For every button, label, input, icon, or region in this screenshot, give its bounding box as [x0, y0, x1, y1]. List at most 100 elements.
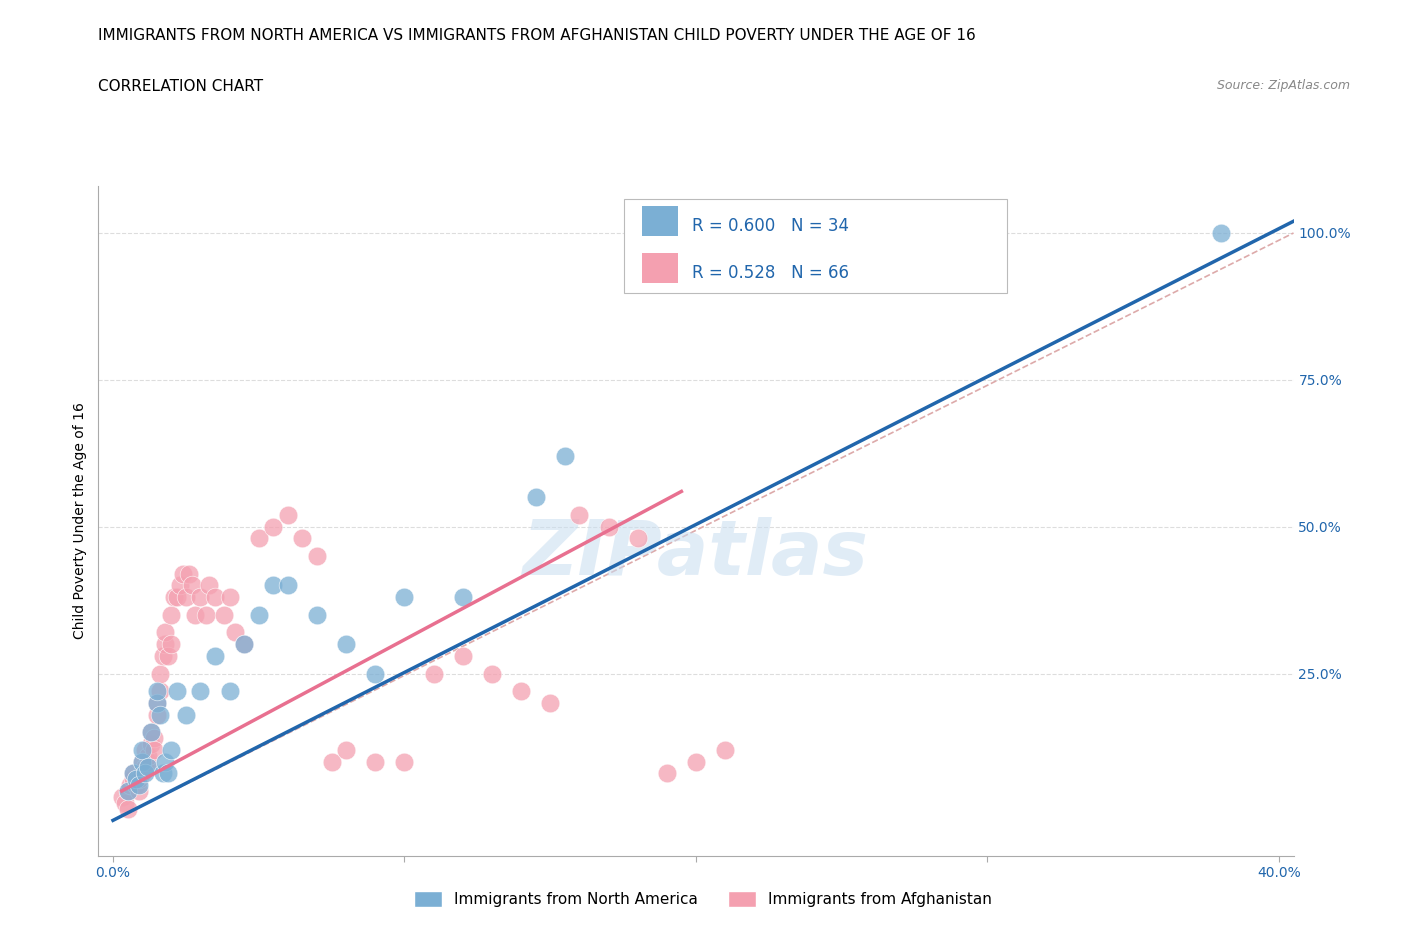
Point	[160, 742, 183, 757]
Point	[510, 684, 533, 698]
Point	[568, 508, 591, 523]
Point	[364, 666, 387, 681]
Point	[111, 790, 134, 804]
Point	[128, 772, 150, 787]
Point	[136, 760, 159, 775]
Point	[155, 625, 177, 640]
Text: R = 0.528   N = 66: R = 0.528 N = 66	[692, 264, 849, 282]
Point	[685, 754, 707, 769]
Point	[335, 742, 357, 757]
Point	[157, 766, 180, 781]
Y-axis label: Child Poverty Under the Age of 16: Child Poverty Under the Age of 16	[73, 403, 87, 639]
Point	[538, 696, 561, 711]
FancyBboxPatch shape	[624, 199, 1007, 293]
Point	[134, 760, 156, 775]
Point	[714, 742, 737, 757]
Point	[145, 696, 167, 711]
Point	[114, 795, 136, 810]
Point	[204, 590, 226, 604]
Point	[598, 519, 620, 534]
Point	[277, 508, 299, 523]
Point	[139, 737, 162, 751]
Text: ZIPatlas: ZIPatlas	[523, 517, 869, 591]
Point	[212, 607, 235, 622]
Point	[131, 754, 153, 769]
Bar	[643, 206, 678, 236]
Point	[125, 777, 148, 792]
Point	[554, 449, 576, 464]
Point	[174, 590, 197, 604]
Point	[218, 684, 240, 698]
Point	[117, 784, 139, 799]
Point	[190, 684, 212, 698]
Point	[117, 801, 139, 816]
Point	[145, 707, 167, 722]
Point	[136, 754, 159, 769]
Point	[190, 590, 212, 604]
Text: IMMIGRANTS FROM NORTH AMERICA VS IMMIGRANTS FROM AFGHANISTAN CHILD POVERTY UNDER: IMMIGRANTS FROM NORTH AMERICA VS IMMIGRA…	[98, 28, 976, 43]
Text: R = 0.600   N = 34: R = 0.600 N = 34	[692, 218, 849, 235]
Point	[142, 731, 165, 746]
Point	[125, 772, 148, 787]
Point	[262, 519, 284, 534]
Point	[169, 578, 191, 592]
Point	[149, 707, 172, 722]
Point	[128, 784, 150, 799]
Text: Source: ZipAtlas.com: Source: ZipAtlas.com	[1216, 79, 1350, 92]
Point	[233, 637, 256, 652]
Point	[122, 766, 145, 781]
Point	[524, 490, 547, 505]
Point	[305, 607, 328, 622]
Point	[155, 637, 177, 652]
Point	[218, 590, 240, 604]
Point	[195, 607, 218, 622]
Point	[291, 531, 314, 546]
Point	[180, 578, 202, 592]
Legend: Immigrants from North America, Immigrants from Afghanistan: Immigrants from North America, Immigrant…	[408, 884, 998, 913]
Point	[163, 590, 186, 604]
Point	[145, 696, 167, 711]
Point	[183, 607, 205, 622]
Point	[160, 637, 183, 652]
Point	[128, 777, 150, 792]
Point	[451, 648, 474, 663]
Point	[134, 766, 156, 781]
Point	[122, 766, 145, 781]
Point	[122, 772, 145, 787]
Bar	[643, 253, 678, 283]
Point	[394, 754, 416, 769]
Point	[1209, 226, 1232, 241]
Point	[160, 607, 183, 622]
Point	[394, 590, 416, 604]
Point	[166, 590, 188, 604]
Point	[177, 566, 200, 581]
Point	[451, 590, 474, 604]
Point	[145, 684, 167, 698]
Point	[174, 707, 197, 722]
Point	[321, 754, 343, 769]
Point	[655, 766, 678, 781]
Point	[149, 666, 172, 681]
Point	[422, 666, 444, 681]
Point	[131, 754, 153, 769]
Point	[204, 648, 226, 663]
Point	[136, 749, 159, 764]
Point	[166, 684, 188, 698]
Point	[131, 742, 153, 757]
Point	[172, 566, 194, 581]
Point	[157, 648, 180, 663]
Point	[142, 742, 165, 757]
Point	[131, 766, 153, 781]
Point	[481, 666, 503, 681]
Point	[335, 637, 357, 652]
Text: CORRELATION CHART: CORRELATION CHART	[98, 79, 263, 94]
Point	[305, 549, 328, 564]
Point	[139, 724, 162, 739]
Point	[262, 578, 284, 592]
Point	[134, 742, 156, 757]
Point	[364, 754, 387, 769]
Point	[198, 578, 221, 592]
Point	[152, 648, 174, 663]
Point	[149, 684, 172, 698]
Point	[117, 784, 139, 799]
